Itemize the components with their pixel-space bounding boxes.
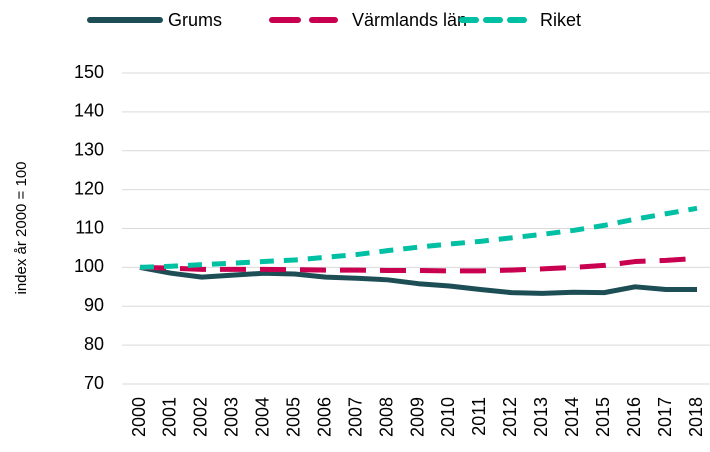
- x-tick-label: 2014: [562, 397, 582, 437]
- x-tick-label: 2002: [191, 397, 211, 437]
- y-tick-label: 150: [74, 62, 104, 82]
- x-tick-label: 2010: [438, 397, 458, 437]
- x-tick-label: 2017: [655, 397, 675, 437]
- x-tick-label: 2001: [160, 397, 180, 437]
- x-tick-label: 2009: [407, 397, 427, 437]
- x-tick-label: 2006: [314, 397, 334, 437]
- x-tick-label: 2007: [345, 397, 365, 437]
- y-tick-label: 140: [74, 101, 104, 121]
- legend-label: Grums: [168, 10, 222, 30]
- legend-label: Värmlands län: [352, 10, 467, 30]
- x-tick-label: 2003: [222, 397, 242, 437]
- x-tick-label: 2005: [283, 397, 303, 437]
- y-axis-title: index år 2000 = 100: [13, 161, 30, 294]
- x-tick-label: 2008: [376, 397, 396, 437]
- y-tick-label: 110: [75, 217, 104, 237]
- x-tick-label: 2016: [624, 397, 644, 437]
- x-tick-label: 2011: [469, 397, 489, 436]
- x-tick-label: 2018: [686, 397, 706, 437]
- legend-label: Riket: [540, 10, 581, 30]
- line-1: [139, 255, 698, 274]
- y-tick-label: 70: [84, 373, 104, 393]
- line-2: [139, 205, 698, 270]
- x-tick-label: 2013: [531, 397, 551, 437]
- y-tick-label: 90: [84, 295, 104, 315]
- y-tick-label: 130: [74, 140, 104, 160]
- y-tick-label: 120: [74, 178, 104, 198]
- y-tick-label: 100: [74, 256, 104, 276]
- x-tick-label: 2000: [129, 397, 149, 437]
- x-tick-label: 2012: [500, 397, 520, 437]
- x-tick-label: 2004: [253, 397, 273, 437]
- y-tick-label: 80: [84, 334, 104, 354]
- line-0: [139, 264, 697, 296]
- x-tick-label: 2015: [593, 397, 613, 437]
